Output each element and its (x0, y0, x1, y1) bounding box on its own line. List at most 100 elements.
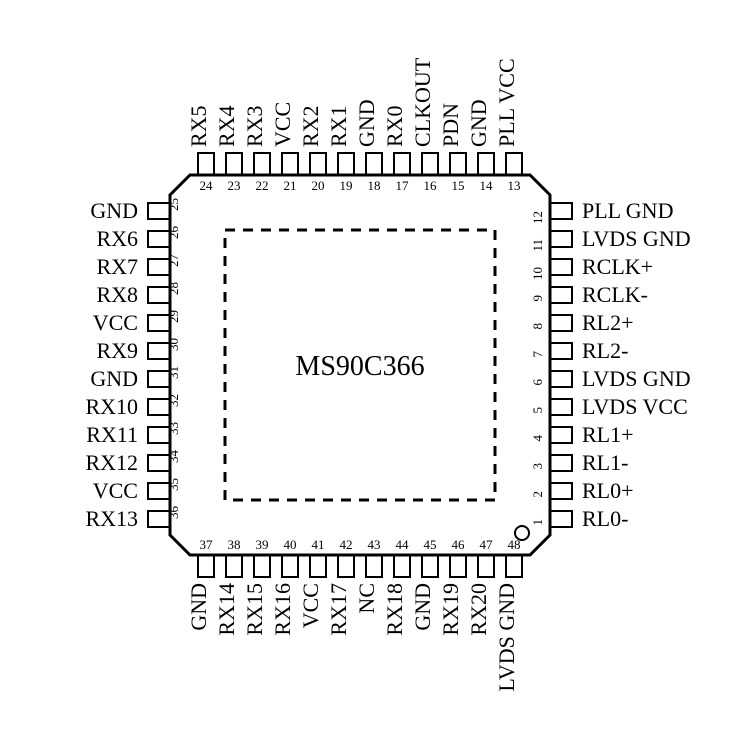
pin-number: 45 (424, 537, 437, 552)
pin-number: 26 (166, 226, 181, 240)
pin-label: RX19 (438, 583, 463, 636)
chip-name: MS90C366 (295, 351, 424, 382)
pin-pad (550, 371, 572, 387)
pin-number: 2 (530, 491, 545, 498)
pin-pad (550, 483, 572, 499)
pin-number: 40 (284, 537, 297, 552)
pin-label: RX20 (466, 583, 491, 636)
pin-pad (310, 153, 326, 175)
pin-number: 37 (200, 537, 214, 552)
pin-number: 8 (530, 323, 545, 330)
pin-label: RL1- (582, 450, 628, 475)
pin-label: RX18 (382, 583, 407, 636)
pin-number: 17 (396, 178, 410, 193)
pin-label: RL0+ (582, 478, 634, 503)
pin-pad (226, 153, 242, 175)
pin-number: 10 (530, 267, 545, 280)
pin-pad (310, 555, 326, 577)
pin-label: RX3 (242, 105, 267, 147)
pin-label: RX17 (326, 583, 351, 636)
pin-label: VCC (93, 310, 138, 335)
pin-label: GND (90, 366, 138, 391)
pin-pad (198, 555, 214, 577)
chip-pinout-diagram: MS90C36612PLL GND11LVDS GND10RCLK+9RCLK-… (0, 0, 735, 738)
pin-number: 5 (530, 407, 545, 414)
pin-number: 24 (200, 178, 214, 193)
pin-number: 13 (508, 178, 521, 193)
pin-label: RX1 (326, 105, 351, 147)
pin-number: 25 (166, 198, 181, 211)
pin-pad (550, 343, 572, 359)
pin-pad (550, 259, 572, 275)
pin-pad (366, 153, 382, 175)
pin-number: 28 (166, 282, 181, 295)
pin-number: 16 (424, 178, 438, 193)
pin-pad (550, 427, 572, 443)
pin-label: GND (354, 99, 379, 147)
pin-number: 9 (530, 295, 545, 302)
pin-label: RL2- (582, 338, 628, 363)
pin-label: RX10 (85, 394, 138, 419)
pin-label: RX16 (270, 583, 295, 636)
pin-pad (282, 555, 298, 577)
pin-label: RX12 (85, 450, 138, 475)
pin-label: GND (410, 583, 435, 631)
pin-pad (338, 555, 354, 577)
pin-number: 12 (530, 211, 545, 224)
pin-number: 29 (166, 310, 181, 323)
pin-pad (254, 555, 270, 577)
pin-label: LVDS GND (494, 583, 519, 692)
pin-label: RX0 (382, 105, 407, 147)
pin-pad (394, 555, 410, 577)
pin-number: 35 (166, 478, 181, 491)
pin-number: 39 (256, 537, 269, 552)
pin-label: PLL GND (582, 198, 673, 223)
pin-pad (550, 399, 572, 415)
pin-pad (506, 555, 522, 577)
pin-pad (506, 153, 522, 175)
pin-number: 31 (166, 366, 181, 379)
pin-number: 30 (166, 338, 181, 351)
pin-pad (282, 153, 298, 175)
pin-pad (394, 153, 410, 175)
pin-label: RCLK+ (582, 254, 653, 279)
pin-label: LVDS GND (582, 366, 691, 391)
pin-label: RX6 (96, 226, 138, 251)
pin-pad (338, 153, 354, 175)
pin-number: 19 (340, 178, 353, 193)
pin-label: RX4 (214, 105, 239, 147)
pin-pad (550, 455, 572, 471)
pin-label: RX7 (96, 254, 138, 279)
pin-number: 41 (312, 537, 325, 552)
pin-pad (550, 231, 572, 247)
pin-label: RX2 (298, 105, 323, 147)
pin-label: PLL VCC (494, 58, 519, 147)
pin-label: VCC (93, 478, 138, 503)
pin-number: 1 (530, 519, 545, 526)
pin-pad (450, 153, 466, 175)
pin-label: LVDS VCC (582, 394, 688, 419)
pin-number: 21 (284, 178, 297, 193)
pin-label: GND (186, 583, 211, 631)
pin-label: RX8 (96, 282, 138, 307)
pin-label: GND (90, 198, 138, 223)
pin-label: NC (354, 583, 379, 614)
pin-number: 36 (166, 506, 181, 520)
pin-number: 11 (530, 239, 545, 252)
pin-label: RX9 (96, 338, 138, 363)
pin-pad (198, 153, 214, 175)
pin-number: 22 (256, 178, 269, 193)
pin-number: 27 (166, 254, 181, 268)
pin-pad (226, 555, 242, 577)
pin-label: RL0- (582, 506, 628, 531)
pin-label: RX5 (186, 105, 211, 147)
pin-label: GND (466, 99, 491, 147)
pin-number: 48 (508, 537, 521, 552)
pin-number: 23 (228, 178, 241, 193)
pin-pad (550, 511, 572, 527)
pin-number: 42 (340, 537, 353, 552)
pin-number: 43 (368, 537, 381, 552)
pin-pad (478, 153, 494, 175)
pin-label: LVDS GND (582, 226, 691, 251)
pin-label: PDN (438, 103, 463, 147)
